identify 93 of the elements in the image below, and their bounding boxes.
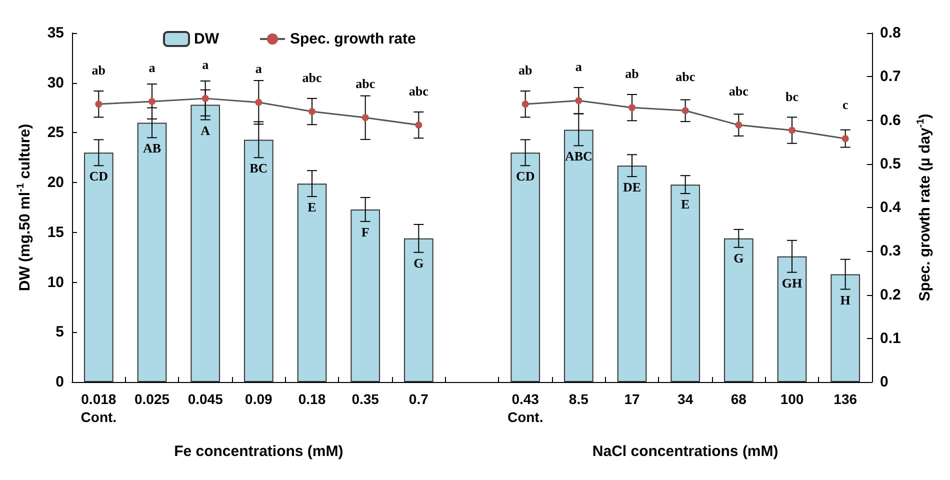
y-tick-label: 30 bbox=[47, 74, 64, 92]
legend-label: DW bbox=[194, 30, 220, 48]
data-label: a bbox=[202, 56, 210, 72]
bar bbox=[244, 140, 274, 382]
data-label: DE bbox=[622, 180, 642, 195]
data-label: abc bbox=[302, 70, 322, 86]
data-label: ab bbox=[518, 62, 532, 78]
data-label: abc bbox=[408, 84, 429, 99]
x-tick-label: 0.43 Cont. bbox=[507, 391, 544, 425]
data-label: BC bbox=[250, 160, 268, 176]
x-axis-title: Fe concentrations (mM) bbox=[174, 443, 344, 460]
y2-tick-label: 0.6 bbox=[880, 112, 901, 129]
bar bbox=[404, 238, 434, 382]
y-axis-title: DW (mg.50 ml-1 culture) bbox=[16, 124, 34, 292]
data-label: CD bbox=[516, 168, 535, 184]
y-tick-label: 5 bbox=[56, 324, 64, 341]
y2-tick-label: 0.7 bbox=[880, 68, 901, 86]
point bbox=[735, 122, 742, 129]
x-tick-label: 0.7 bbox=[408, 391, 429, 407]
data-label: ABC bbox=[564, 148, 592, 164]
point bbox=[148, 98, 156, 105]
point bbox=[255, 98, 262, 106]
y-tick-label: 15 bbox=[47, 224, 64, 241]
x-tick-label: 17 bbox=[624, 391, 640, 407]
data-label: ab bbox=[625, 66, 639, 82]
y2-tick-label: 0.8 bbox=[880, 24, 901, 42]
point bbox=[308, 108, 316, 116]
y2-tick-label: 0.3 bbox=[880, 242, 901, 260]
data-label: a bbox=[255, 60, 262, 76]
bar bbox=[190, 104, 220, 382]
point bbox=[788, 126, 796, 134]
bar bbox=[724, 238, 754, 382]
y2-tick-label: 0.2 bbox=[880, 286, 901, 304]
data-label: H bbox=[840, 292, 850, 308]
data-label: G bbox=[414, 255, 424, 270]
bar bbox=[350, 209, 380, 382]
x-tick-label: 34 bbox=[678, 391, 694, 407]
data-label: AB bbox=[142, 140, 162, 156]
x-tick-label: 8.5 bbox=[568, 391, 589, 407]
x-tick-label: 0.018 Cont. bbox=[80, 391, 117, 425]
data-label: F bbox=[361, 224, 370, 240]
point bbox=[628, 104, 636, 112]
y2-tick-label: 0.4 bbox=[880, 199, 902, 216]
text: NaCl concentrations (mM) bbox=[592, 443, 778, 460]
x-tick-label: 0.18 bbox=[298, 391, 326, 407]
point bbox=[682, 107, 689, 114]
y-tick-label: 20 bbox=[47, 174, 64, 192]
x-tick-label: 0.35 bbox=[352, 391, 380, 407]
data-label: bc bbox=[786, 88, 799, 104]
data-label: ab bbox=[92, 62, 106, 78]
data-label: GH bbox=[782, 275, 802, 290]
point bbox=[362, 114, 369, 122]
data-label: G bbox=[734, 250, 744, 266]
bar bbox=[297, 184, 327, 382]
data-label: E bbox=[308, 200, 316, 215]
bar bbox=[777, 256, 807, 382]
x-tick-label: 100 bbox=[780, 391, 804, 407]
data-label: CD bbox=[89, 168, 108, 184]
point bbox=[202, 94, 209, 102]
y-tick-label: 0 bbox=[56, 374, 64, 390]
x-tick-label: 136 bbox=[834, 391, 858, 407]
data-label: abc bbox=[676, 69, 696, 84]
data-label: abc bbox=[356, 76, 376, 92]
data-label: a bbox=[148, 60, 156, 75]
point bbox=[522, 100, 529, 108]
y2-axis-title: Spec. growth rate (µ day-1) bbox=[916, 114, 934, 302]
y-tick-label: 25 bbox=[47, 124, 64, 142]
bar bbox=[137, 122, 167, 382]
bar bbox=[830, 274, 860, 382]
y2-tick-label: 0.1 bbox=[880, 330, 901, 347]
bar bbox=[84, 152, 114, 382]
data-label: c bbox=[842, 97, 848, 112]
y2-tick-label: 0.5 bbox=[880, 155, 901, 172]
point bbox=[95, 100, 102, 108]
data-label: a bbox=[575, 59, 582, 74]
point bbox=[415, 122, 422, 129]
data-label: abc bbox=[728, 84, 749, 99]
x-tick-label: 0.09 bbox=[245, 391, 273, 407]
point bbox=[842, 135, 849, 142]
legend-label: Spec. growth rate bbox=[290, 30, 416, 48]
data-label: E bbox=[680, 196, 690, 212]
point bbox=[575, 97, 582, 104]
y-tick-label: 35 bbox=[47, 24, 64, 42]
bar bbox=[670, 184, 700, 382]
x-tick-label: 0.025 bbox=[134, 391, 170, 407]
y-tick-label: 10 bbox=[47, 274, 64, 291]
bar bbox=[510, 152, 540, 382]
x-tick-label: 68 bbox=[730, 391, 747, 407]
x-tick-label: 0.045 bbox=[188, 391, 224, 407]
bar bbox=[617, 166, 647, 382]
data-label: A bbox=[200, 122, 211, 138]
bar bbox=[564, 130, 594, 382]
y2-tick-label: 0 bbox=[880, 374, 888, 390]
